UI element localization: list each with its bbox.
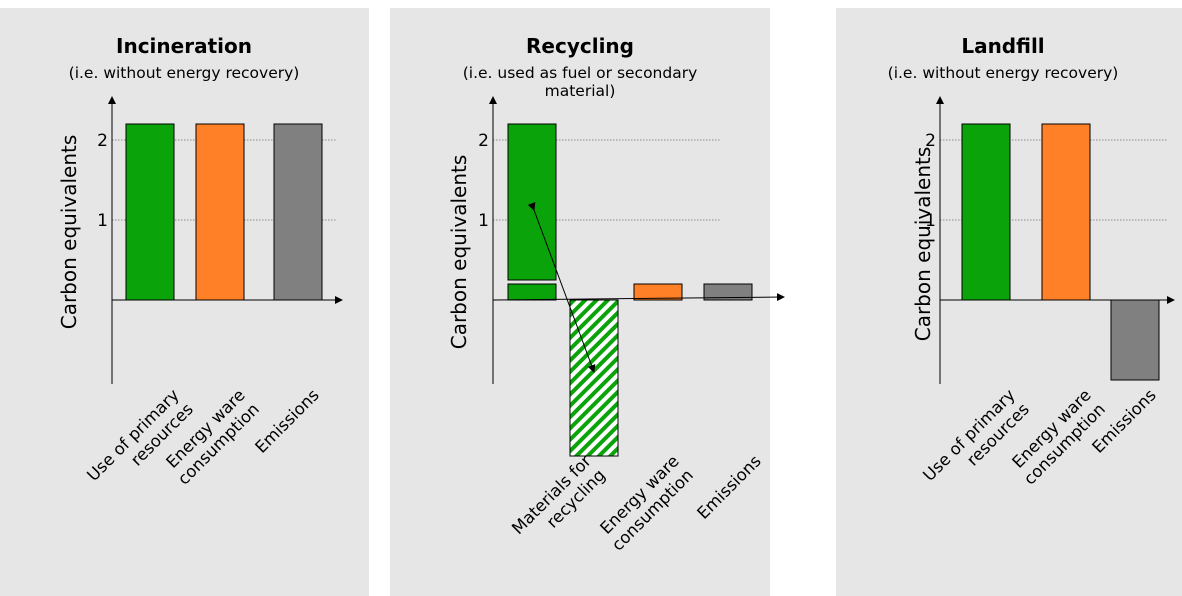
chart-title: Recycling [526,34,634,58]
panel-incineration [0,8,369,596]
y-tick-label: 1 [478,211,489,231]
hatched-bar [569,299,619,457]
chart-subtitle: material) [545,82,616,100]
bar [507,283,557,301]
bar [1041,123,1091,301]
bar [703,283,753,301]
y-tick-label: 2 [925,131,936,151]
chart-title: Incineration [116,34,252,58]
bar [961,123,1011,301]
y-tick-label: 1 [97,211,108,231]
chart-subtitle: (i.e. used as fuel or secondary [463,64,698,82]
y-axis-label: Carbon equivalents [447,155,471,350]
category-label: Materials forrecycling [508,451,609,552]
chart-landfill: Landfill (i.e. without energy recovery) Ca… [888,34,1175,499]
chart-incineration: Incineration (i.e. without energy recover… [57,34,343,489]
y-tick-label: 2 [478,131,489,151]
y-axis-label: Carbon equivalents [911,147,935,342]
bar [507,123,557,281]
category-label: Energy wareconsumption [594,451,697,554]
recycling-arrow [527,202,596,373]
y-tick-label: 1 [925,211,936,231]
category-label: Emissions [251,385,322,456]
category-label: Use of primaryresources [919,385,1033,499]
y-axis-label: Carbon equivalents [57,135,81,330]
chart-subtitle: (i.e. without energy recovery) [69,64,300,82]
bar [273,123,323,301]
bar [1110,299,1160,381]
chart-subtitle: (i.e. without energy recovery) [888,64,1119,82]
category-label: Emissions [693,451,764,522]
y-tick-label: 2 [97,131,108,151]
bar [125,123,175,301]
chart-recycling: Recycling (i.e. used as fuel or secondary… [447,34,785,555]
chart-title: Landfill [961,34,1044,58]
bar [195,123,245,301]
bar [633,283,683,301]
